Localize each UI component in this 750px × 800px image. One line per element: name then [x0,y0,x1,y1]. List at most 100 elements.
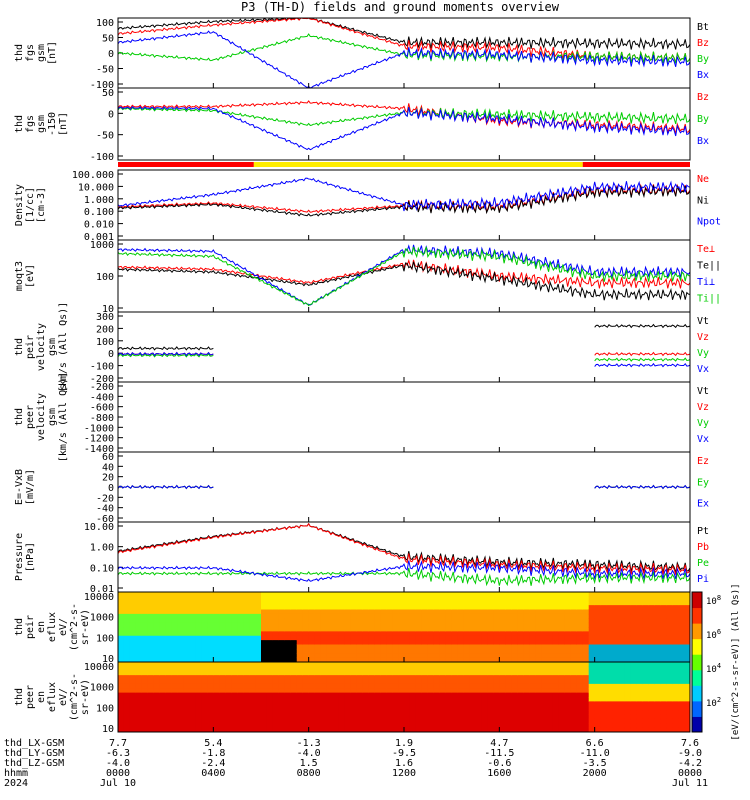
spectrogram-cell [219,592,226,597]
spectrogram-cell [237,710,244,715]
spectrogram-cell [487,679,494,685]
spectrogram-cell [165,596,173,602]
spectrogram-cell [195,688,202,694]
legend-entry: Vy [697,348,709,359]
spectrogram-cell [588,688,596,694]
spectrogram-cell [409,635,417,641]
spectrogram-cell [672,727,679,733]
spectrogram-cell [487,622,494,628]
spectrogram-cell [547,670,554,676]
spectrogram-cell [469,592,476,597]
spectrogram-cell [225,596,232,602]
spectrogram-cell [308,600,316,606]
spectrogram-cell [118,679,125,685]
spectrogram-cell [201,701,208,707]
spectrogram-cell [231,653,238,659]
spectrogram-cell [642,640,649,645]
spectrogram-cell [380,613,387,619]
spectrogram-cell [398,635,405,641]
spectrogram-cell [535,705,542,711]
xaxis-value: -4.0 [297,748,321,759]
spectrogram-cell [523,714,530,720]
spectrogram-cell [505,675,512,680]
spectrogram-cell [118,640,125,645]
spectrogram-cell [415,600,423,606]
spectrogram-cell [296,714,304,720]
spectrogram-cell [535,596,542,602]
spectrogram-cell [523,631,530,637]
spectrogram-cell [654,688,661,694]
spectrogram-cell [481,683,488,689]
spectrogram-cell [296,679,304,685]
spectrogram-cell [463,718,471,724]
xaxis-value: -9.0 [678,748,702,759]
spectrogram-cell [523,622,530,628]
spectrogram-cell [332,666,339,672]
spectrogram-cell [654,596,661,602]
spectrogram-cell [183,618,190,624]
spectrogram-cell [552,662,560,667]
spectrogram-cell [648,657,655,663]
spectrogram-cell [177,688,185,694]
spectrogram-cell [404,670,411,676]
spectrogram-cell [552,635,560,641]
spectrogram-cell [129,644,137,650]
spectrogram-cell [118,648,125,654]
spectrogram-cell [195,631,202,637]
spectrogram-cell [475,705,482,711]
spectrogram-cell [380,666,387,672]
spectrogram-cell [600,605,608,610]
spectrogram-cell [231,675,238,680]
spectrogram-cell [350,710,357,715]
spectrogram-cell [409,640,417,645]
ytick-label: 0.100 [84,207,114,218]
spectrogram-cell [636,718,643,724]
spectrogram-cell [374,679,381,685]
spectrogram-cell [642,613,649,619]
spectrogram-cell [469,723,476,729]
spectrogram-cell [201,723,208,729]
series-line [117,353,214,358]
spectrogram-cell [266,714,274,720]
spectrogram-cell [398,683,405,689]
spectrogram-cell [505,600,512,606]
spectrogram-cell [261,723,268,729]
spectrogram-cell [219,635,226,641]
spectrogram-cell [535,718,542,724]
spectrogram-cell [338,600,345,606]
spectrogram-cell [523,666,530,672]
spectrogram-cell [314,640,322,645]
spectrogram-cell [177,609,185,615]
spectrogram-cell [255,635,262,641]
series-line [117,100,691,135]
spectrogram-cell [320,688,328,694]
spectrogram-cell [266,657,274,663]
spectrogram-cell [535,723,542,729]
spectrogram-cell [427,662,435,667]
spectrogram-cell [141,714,149,720]
spectrogram-cell [261,618,268,624]
spectrogram-cell [123,679,131,685]
spectrogram-cell [326,657,333,663]
spectrogram-cell [398,705,405,711]
spectrogram-cell [684,662,691,667]
spectrogram-cell [523,605,530,610]
spectrogram-cell [225,679,232,685]
spectrogram-cell [421,648,429,654]
spectrogram-cell [612,692,619,698]
spectrogram-cell [255,653,262,659]
spectrogram-cell [272,613,280,619]
spectrogram-cell [404,644,411,650]
spectrogram-cell [338,675,345,680]
colorbar-segment [692,607,702,624]
spectrogram-cell [433,640,441,645]
spectrogram-cell [648,592,655,597]
spectrogram-cell [594,640,602,645]
ytick-label: 100 [96,337,114,348]
spectrogram-cell [630,697,637,702]
spectrogram-cell [326,710,333,715]
spectrogram-cell [493,727,500,733]
spectrogram-cell [636,675,643,680]
spectrogram-cell [266,644,274,650]
ylabel: [nT] [58,112,69,136]
